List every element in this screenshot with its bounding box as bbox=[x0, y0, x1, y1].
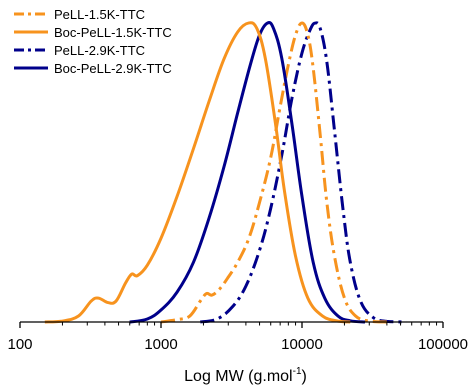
x-axis-title-main: Log MW (g.mol bbox=[184, 368, 292, 385]
x-tick-label: 100 bbox=[7, 336, 32, 353]
legend-label-pell-1-5k-ttc: PeLL-1.5K-TTC bbox=[54, 7, 145, 22]
x-tick-label: 100000 bbox=[418, 336, 468, 353]
series-line-boc-pell-2-9k-ttc bbox=[129, 21, 366, 324]
legend-label-pell-2-9k-ttc: PeLL-2.9K-TTC bbox=[54, 43, 145, 58]
x-axis-title-superscript: -1 bbox=[293, 366, 302, 377]
data-curves bbox=[44, 21, 407, 324]
legend: PeLL-1.5K-TTC Boc-PeLL-1.5K-TTC PeLL-2.9K-… bbox=[14, 7, 172, 76]
x-axis-title: Log MW (g.mol-1) bbox=[184, 366, 307, 385]
series-line-pell-1-5k-ttc bbox=[160, 21, 387, 324]
series-line-pell-2-9k-ttc bbox=[200, 21, 407, 324]
legend-label-boc-pell-2-9k-ttc: Boc-PeLL-2.9K-TTC bbox=[54, 61, 172, 76]
x-axis-ticks: 100 1000 10000 100000 bbox=[7, 322, 468, 353]
legend-label-boc-pell-1-5k-ttc: Boc-PeLL-1.5K-TTC bbox=[54, 25, 172, 40]
x-tick-label: 10000 bbox=[281, 336, 323, 353]
x-axis-title-end: ) bbox=[302, 368, 307, 385]
series-line-boc-pell-1-5k-ttc bbox=[44, 21, 351, 324]
x-tick-label: 1000 bbox=[144, 336, 177, 353]
